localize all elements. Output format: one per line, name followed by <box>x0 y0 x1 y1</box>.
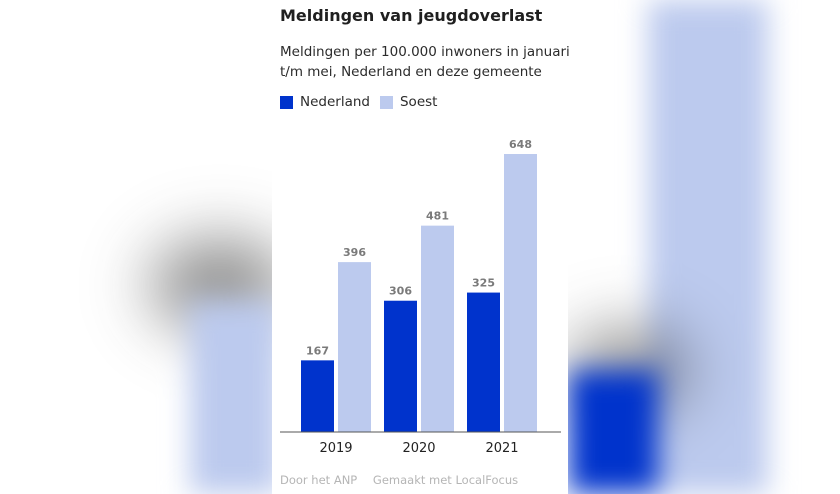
blurred-background-right <box>568 0 840 494</box>
bar-nederland-2021 <box>467 292 500 432</box>
x-tick-label-2019: 2019 <box>319 441 352 456</box>
x-tick-label-2021: 2021 <box>485 441 518 456</box>
footer: Door het ANP Gemaakt met LocalFocus <box>280 473 530 487</box>
data-label-nederland-2020: 306 <box>389 285 412 298</box>
bar-soest-2021 <box>504 154 537 432</box>
chart-card: Meldingen van jeugdoverlast Meldingen pe… <box>272 0 570 494</box>
legend: Nederland Soest <box>280 94 447 110</box>
bar-nederland-2020 <box>384 300 417 432</box>
bar-chart: 167 396 2019 306 481 2020 325 648 2021 <box>280 138 561 456</box>
bar-soest-2019 <box>338 262 371 432</box>
data-label-nederland-2021: 325 <box>472 277 495 290</box>
legend-swatch-soest <box>379 95 393 109</box>
footer-source: Door het ANP <box>280 473 358 487</box>
footer-credit: Gemaakt met LocalFocus <box>372 473 519 487</box>
bar-soest-2020 <box>421 225 454 432</box>
chart-title: Meldingen van jeugdoverlast <box>280 6 543 25</box>
data-label-nederland-2019: 167 <box>306 344 329 357</box>
legend-item-nederland: Nederland <box>280 94 370 110</box>
legend-label-nederland: Nederland <box>300 94 370 110</box>
chart-subtitle: Meldingen per 100.000 inwoners in januar… <box>280 44 570 80</box>
legend-swatch-nederland <box>280 95 293 109</box>
data-label-soest-2019: 396 <box>343 246 366 259</box>
x-tick-label-2020: 2020 <box>402 441 435 456</box>
legend-label-soest: Soest <box>399 94 438 110</box>
bar-nederland-2019 <box>301 360 334 432</box>
data-label-soest-2020: 481 <box>426 210 449 223</box>
data-label-soest-2021: 648 <box>509 138 532 151</box>
blurred-background-left <box>0 0 272 494</box>
legend-item-soest: Soest <box>379 94 438 110</box>
